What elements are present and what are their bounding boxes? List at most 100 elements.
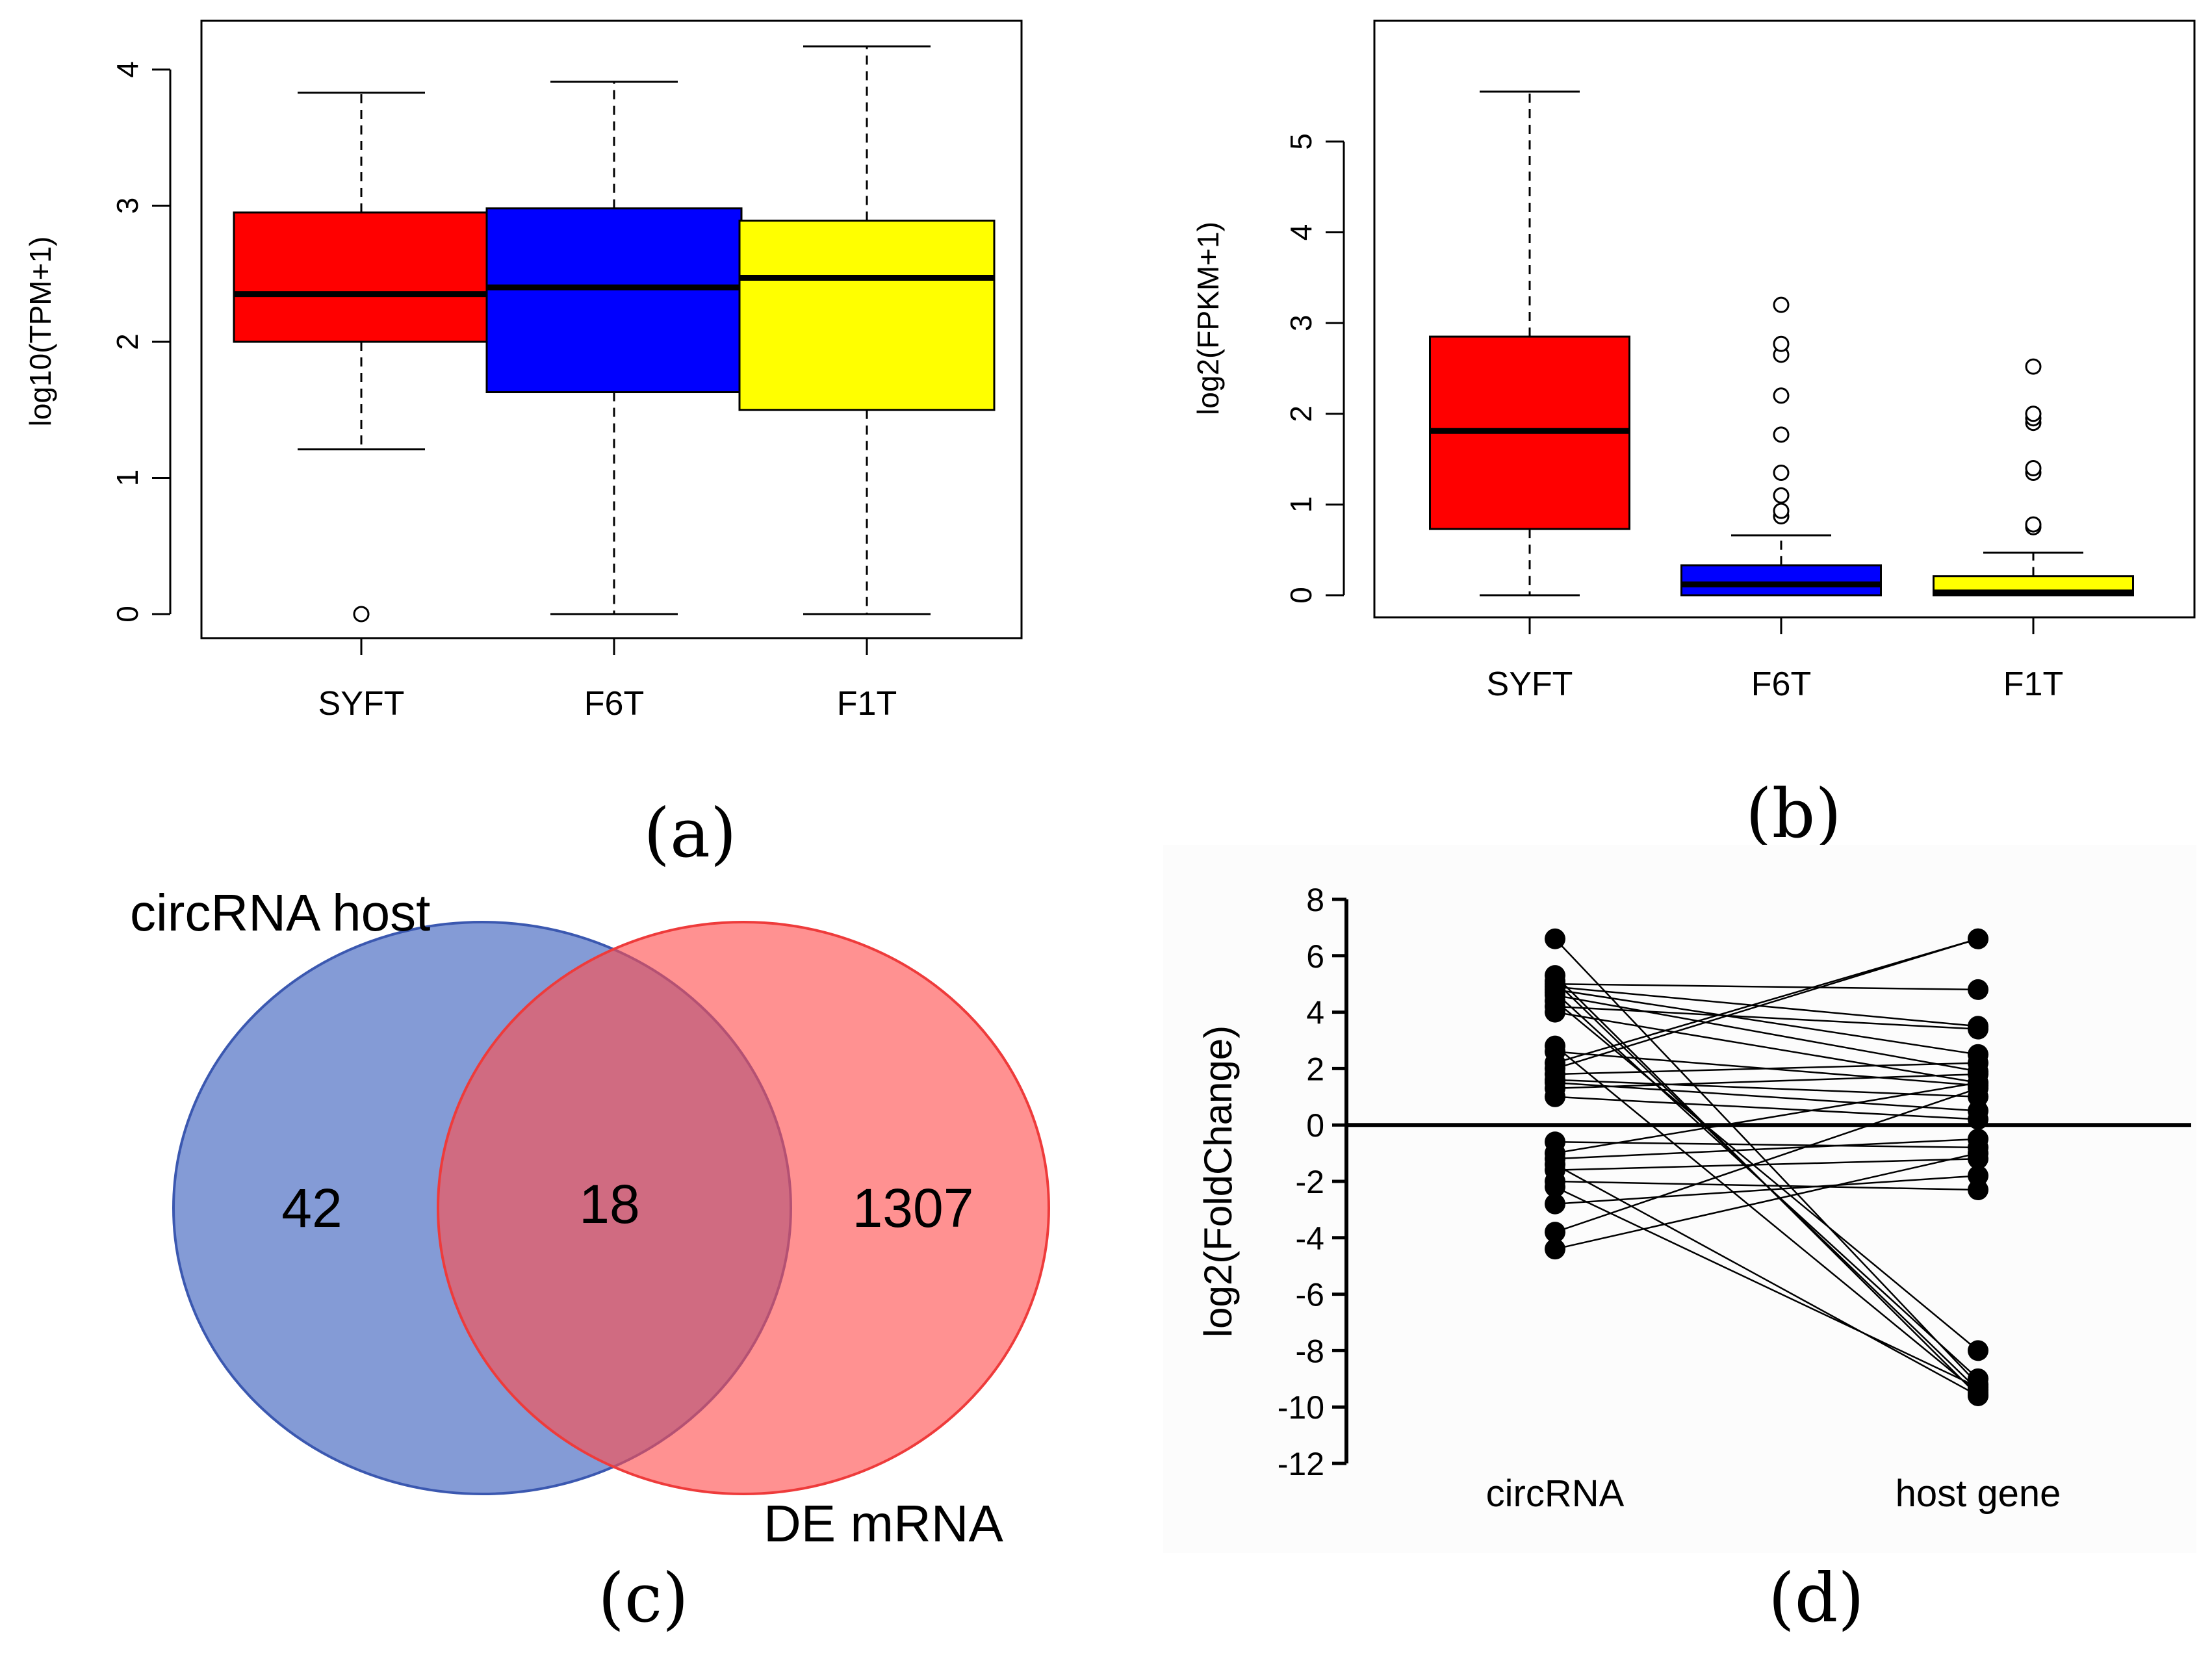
venn-set-label-left: circRNA host — [130, 884, 430, 942]
venn-circle-de-mrna — [437, 921, 1050, 1495]
pair-line — [1554, 986, 1979, 1027]
y-tick-label: 4 — [110, 61, 144, 78]
y-tick-label: 2 — [1306, 1051, 1324, 1087]
circrna-point — [1545, 1086, 1565, 1107]
pair-line — [1554, 938, 1979, 1070]
y-axis-label: log2(FoldChange) — [1196, 1025, 1240, 1337]
host-gene-point — [1968, 1018, 1988, 1040]
y-tick-label: 1 — [1284, 496, 1318, 513]
outlier-point — [2025, 516, 2042, 533]
y-tick-label: 0 — [110, 606, 144, 623]
venn-count-left: 42 — [281, 1177, 342, 1239]
x-tick-label: F6T — [584, 685, 644, 723]
y-tick-label: 0 — [1306, 1107, 1324, 1144]
outlier-point — [1773, 426, 1790, 443]
pair-line — [1554, 1081, 1979, 1154]
host-gene-point — [1968, 1165, 1988, 1187]
x-tick-label: F6T — [1751, 665, 1811, 703]
y-axis-label: log10(TPM+1) — [23, 237, 57, 427]
circrna-point — [1545, 1239, 1565, 1260]
pair-line — [1554, 1180, 1979, 1191]
circrna-point — [1545, 1001, 1565, 1023]
circrna-point — [1545, 928, 1565, 949]
y-tick-label: 0 — [1284, 587, 1318, 604]
x-category-label: host gene — [1896, 1473, 2061, 1515]
outlier-point — [2025, 405, 2042, 422]
host-gene-point — [1968, 1077, 1988, 1099]
pair-line — [1554, 1011, 1979, 1084]
outlier-point — [1773, 335, 1790, 352]
x-tick-label: F1T — [837, 685, 897, 723]
outlier-point — [1773, 387, 1790, 404]
pair-line — [1554, 1186, 1979, 1388]
panel-c-venn: circRNA host DE mRNA 42 18 1307 (c) — [130, 884, 1050, 1638]
host-gene-point — [1968, 1376, 1988, 1398]
venn-set-label-right: DE mRNA — [764, 1495, 1004, 1552]
panel-label: (d) — [1768, 1558, 1864, 1638]
outlier-point — [1773, 487, 1790, 504]
y-tick-label: 3 — [110, 198, 144, 214]
pair-line — [1554, 1000, 1979, 1352]
box-f6t — [485, 207, 743, 394]
pair-line — [1554, 1087, 1979, 1233]
pair-line — [1554, 988, 1979, 1055]
venn-count-intersection: 18 — [579, 1174, 639, 1235]
y-tick-label: 4 — [1306, 995, 1324, 1031]
y-tick-label: 3 — [1284, 315, 1318, 331]
outlier-point — [2025, 460, 2042, 477]
y-tick-label: 4 — [1284, 224, 1318, 241]
panel-label: (a) — [643, 793, 736, 873]
y-tick-label: -2 — [1296, 1164, 1324, 1200]
x-tick-label: SYFT — [1487, 665, 1573, 703]
panel-d-paired-scatter: 8 6 4 2 0 -2 -4 -6 -8 -10 -12 log2(FoldChange) circR… — [1163, 845, 2196, 1638]
box-f6t — [1680, 564, 1882, 597]
host-gene-point — [1968, 1109, 1988, 1130]
y-tick-label: -10 — [1278, 1389, 1324, 1426]
box-f1t — [738, 220, 996, 411]
outlier-point — [2025, 358, 2042, 375]
pair-line — [1554, 1096, 1979, 1120]
plot-background — [1163, 845, 2196, 1553]
pair-line — [1554, 1081, 1979, 1112]
host-gene-point — [1968, 928, 1988, 949]
host-gene-point — [1968, 979, 1988, 1000]
x-category-label: circRNA — [1486, 1473, 1625, 1515]
pair-line — [1554, 938, 1979, 1385]
pair-line — [1554, 1152, 1979, 1250]
y-axis-label: log2(FPKM+1) — [1191, 222, 1225, 415]
y-tick-label: 6 — [1306, 938, 1324, 975]
pair-line — [1554, 1073, 1979, 1090]
pair-line — [1554, 1005, 1979, 1030]
panel-b-boxplot: 0 1 2 3 4 5 log2(FPKM+1) SYFT F6T F1T (b) — [1191, 19, 2196, 853]
pair-line — [1554, 1163, 1979, 1396]
panel-label: (c) — [598, 1558, 688, 1638]
y-tick-label: -8 — [1296, 1333, 1324, 1369]
outlier-point — [353, 606, 370, 623]
pair-line — [1554, 1062, 1979, 1075]
y-tick-label: -4 — [1296, 1220, 1324, 1257]
panel-label: (b) — [1745, 774, 1842, 853]
x-tick-label: SYFT — [318, 685, 405, 723]
outlier-point — [1773, 502, 1790, 519]
x-tick-label: F1T — [2003, 665, 2063, 703]
y-tick-label: 2 — [1284, 405, 1318, 422]
circrna-point — [1545, 1222, 1565, 1243]
y-tick-label: 5 — [1284, 133, 1318, 150]
circrna-point — [1545, 1193, 1565, 1215]
box-syft — [233, 211, 490, 343]
venn-count-right: 1307 — [853, 1177, 974, 1239]
pair-line — [1554, 994, 1979, 1072]
pair-line — [1554, 1158, 1979, 1171]
y-tick-label: 2 — [110, 333, 144, 350]
y-tick-label: 8 — [1306, 882, 1324, 918]
y-tick-label: -6 — [1296, 1277, 1324, 1313]
outlier-point — [1773, 464, 1790, 481]
pair-line — [1554, 1175, 1979, 1205]
y-tick-label: -12 — [1278, 1446, 1324, 1482]
pair-line — [1554, 1045, 1979, 1394]
pair-line — [1554, 1138, 1979, 1160]
circrna-point — [1545, 1176, 1565, 1198]
host-gene-point — [1968, 1142, 1988, 1164]
panel-a-boxplot: 0 1 2 3 4 log10(TPM+1) SYFT F6T F1T (a) — [23, 19, 1023, 873]
